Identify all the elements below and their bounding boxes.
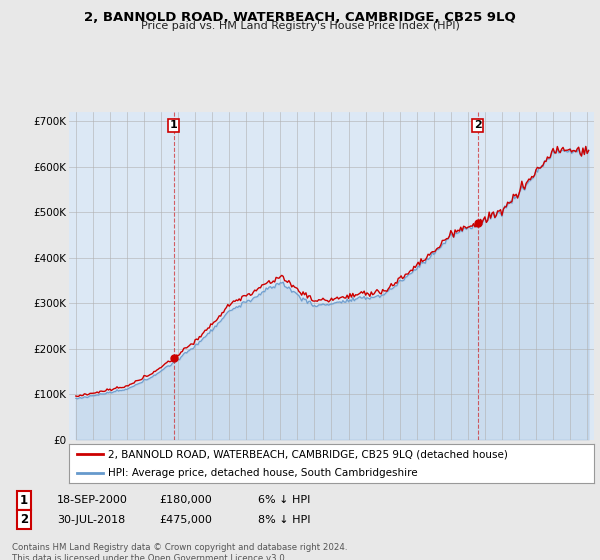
Text: Contains HM Land Registry data © Crown copyright and database right 2024.
This d: Contains HM Land Registry data © Crown c…: [12, 543, 347, 560]
Text: £180,000: £180,000: [159, 495, 212, 505]
Text: 8% ↓ HPI: 8% ↓ HPI: [258, 515, 311, 525]
Text: 1: 1: [170, 120, 178, 130]
Text: 6% ↓ HPI: 6% ↓ HPI: [258, 495, 310, 505]
Text: Price paid vs. HM Land Registry's House Price Index (HPI): Price paid vs. HM Land Registry's House …: [140, 21, 460, 31]
Text: 30-JUL-2018: 30-JUL-2018: [57, 515, 125, 525]
Text: HPI: Average price, detached house, South Cambridgeshire: HPI: Average price, detached house, Sout…: [109, 468, 418, 478]
Text: 1: 1: [20, 493, 28, 507]
Text: £475,000: £475,000: [159, 515, 212, 525]
Text: 2, BANNOLD ROAD, WATERBEACH, CAMBRIDGE, CB25 9LQ (detached house): 2, BANNOLD ROAD, WATERBEACH, CAMBRIDGE, …: [109, 450, 508, 460]
Text: 2, BANNOLD ROAD, WATERBEACH, CAMBRIDGE, CB25 9LQ: 2, BANNOLD ROAD, WATERBEACH, CAMBRIDGE, …: [84, 11, 516, 24]
Text: 2: 2: [20, 513, 28, 526]
Text: 18-SEP-2000: 18-SEP-2000: [57, 495, 128, 505]
Text: 2: 2: [474, 120, 482, 130]
